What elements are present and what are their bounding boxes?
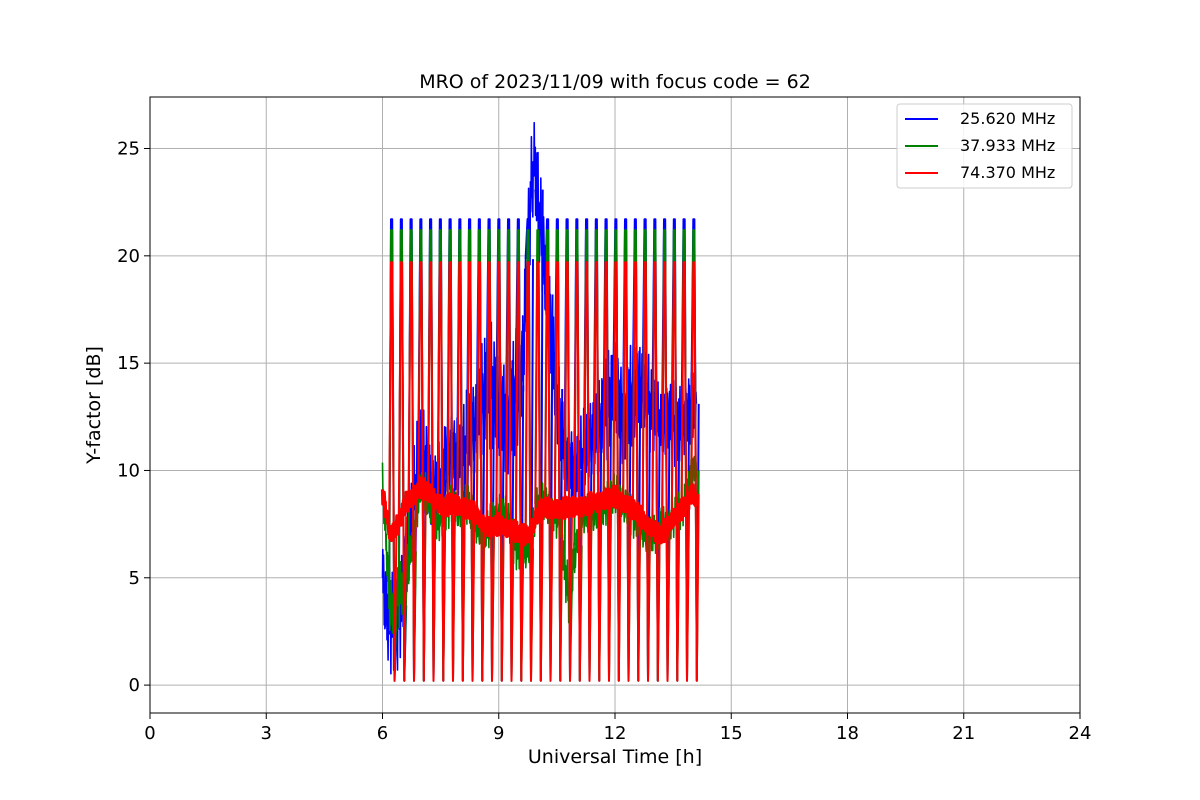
calibration-spike (427, 261, 437, 682)
x-tick-label: 6 (377, 723, 388, 744)
calibration-spike (622, 261, 632, 682)
y-tick-label: 0 (129, 675, 140, 696)
calibration-spike (417, 261, 427, 682)
calibration-spike (641, 261, 651, 682)
calibration-spike (690, 261, 700, 682)
calibration-spike (534, 261, 544, 682)
calibration-spike (524, 261, 534, 682)
calibration-spike (388, 261, 398, 682)
legend-label: 25.620 MHz (960, 109, 1055, 128)
calibration-spike (651, 261, 661, 682)
calibration-spike (544, 261, 554, 682)
chart-title: MRO of 2023/11/09 with focus code = 62 (419, 71, 811, 93)
legend-label: 37.933 MHz (960, 136, 1055, 155)
y-axis-label: Y-factor [dB] (83, 346, 105, 465)
calibration-spike (573, 261, 583, 682)
x-tick-label: 9 (493, 723, 504, 744)
calibration-spike (397, 261, 408, 682)
calibration-spike (475, 261, 486, 682)
x-tick-label: 21 (952, 723, 975, 744)
x-tick-label: 3 (261, 723, 272, 744)
calibration-spike (680, 261, 690, 682)
calibration-spike (661, 261, 671, 682)
y-tick-label: 15 (117, 353, 140, 374)
series-2 (380, 261, 700, 682)
calibration-spike (631, 261, 642, 682)
calibration-spike (602, 261, 612, 682)
legend: 25.620 MHz 37.933 MHz 74.370 MHz (896, 103, 1073, 189)
calibration-spike (446, 261, 456, 682)
x-tick-label: 18 (836, 723, 859, 744)
calibration-spike (495, 261, 505, 682)
calibration-spike (563, 261, 573, 682)
y-tick-label: 20 (117, 246, 140, 267)
calibration-spike (407, 261, 417, 682)
x-axis-label: Universal Time [h] (528, 746, 702, 768)
calibration-spike (612, 261, 622, 682)
calibration-spike (505, 261, 515, 682)
calibration-spike (514, 261, 525, 682)
y-tick-label: 10 (117, 460, 140, 481)
x-tick-label: 0 (144, 723, 155, 744)
y-tick-label: 25 (117, 139, 140, 160)
series-layer (380, 121, 700, 682)
calibration-spike (485, 261, 495, 682)
y-tick-label: 5 (129, 568, 140, 589)
calibration-spike (670, 261, 681, 682)
calibration-spike (553, 261, 564, 682)
legend-label: 74.370 MHz (960, 163, 1055, 182)
x-tick-label: 12 (604, 723, 627, 744)
ticks: 0 3 6 9 12 15 18 21 24 0 5 10 15 20 25 (117, 139, 1091, 744)
x-tick-label: 15 (720, 723, 743, 744)
calibration-spike (592, 261, 603, 682)
calibration-spike (456, 261, 466, 682)
calibration-spike (436, 261, 447, 682)
calibration-spike (466, 261, 476, 682)
calibration-spike (583, 261, 593, 682)
x-tick-label: 24 (1069, 723, 1092, 744)
legend-box (896, 103, 1073, 189)
